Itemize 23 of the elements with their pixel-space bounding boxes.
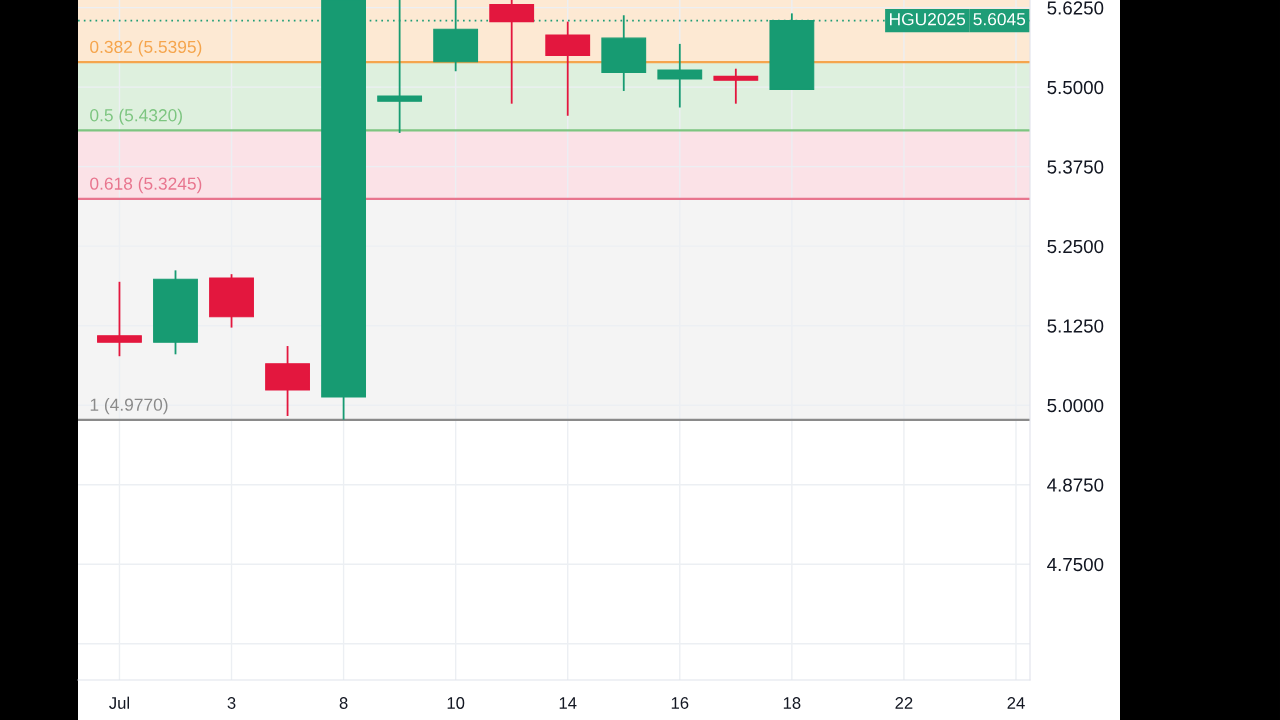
x-tick-label: 16 xyxy=(671,697,689,709)
x-tick-label: 8 xyxy=(339,697,348,709)
ref-line-label: 1 (4.9770) xyxy=(90,398,168,415)
y-tick-label: 5.1250 xyxy=(1047,319,1104,333)
y-tick-label: 5.3750 xyxy=(1047,160,1104,174)
x-tick-label: 3 xyxy=(227,697,236,709)
ref-line-label: 0.382 (5.5395) xyxy=(90,40,202,57)
y-tick-label: 5.6250 xyxy=(1047,1,1104,15)
x-tick-label: Jul xyxy=(109,696,129,709)
x-tick-label: 14 xyxy=(559,697,577,709)
y-tick-label: 5.0000 xyxy=(1047,398,1104,413)
y-tick-label: 4.8750 xyxy=(1047,478,1104,492)
x-tick-label: 22 xyxy=(895,697,913,709)
y-tick-label: 4.7500 xyxy=(1047,557,1104,572)
x-tick-label: 18 xyxy=(783,697,801,709)
x-tick-label: 10 xyxy=(447,697,465,709)
ref-line-label: 0.5 (5.4320) xyxy=(90,108,182,125)
y-tick-label: 5.5000 xyxy=(1047,80,1104,95)
annotation: 5.6045 xyxy=(973,13,1026,26)
y-tick-label: 5.2500 xyxy=(1047,239,1104,254)
x-tick-label: 24 xyxy=(1007,697,1025,709)
ref-line-label: 0.618 (5.3245) xyxy=(90,177,202,194)
ref-line-label: HGU2025 xyxy=(890,13,966,26)
